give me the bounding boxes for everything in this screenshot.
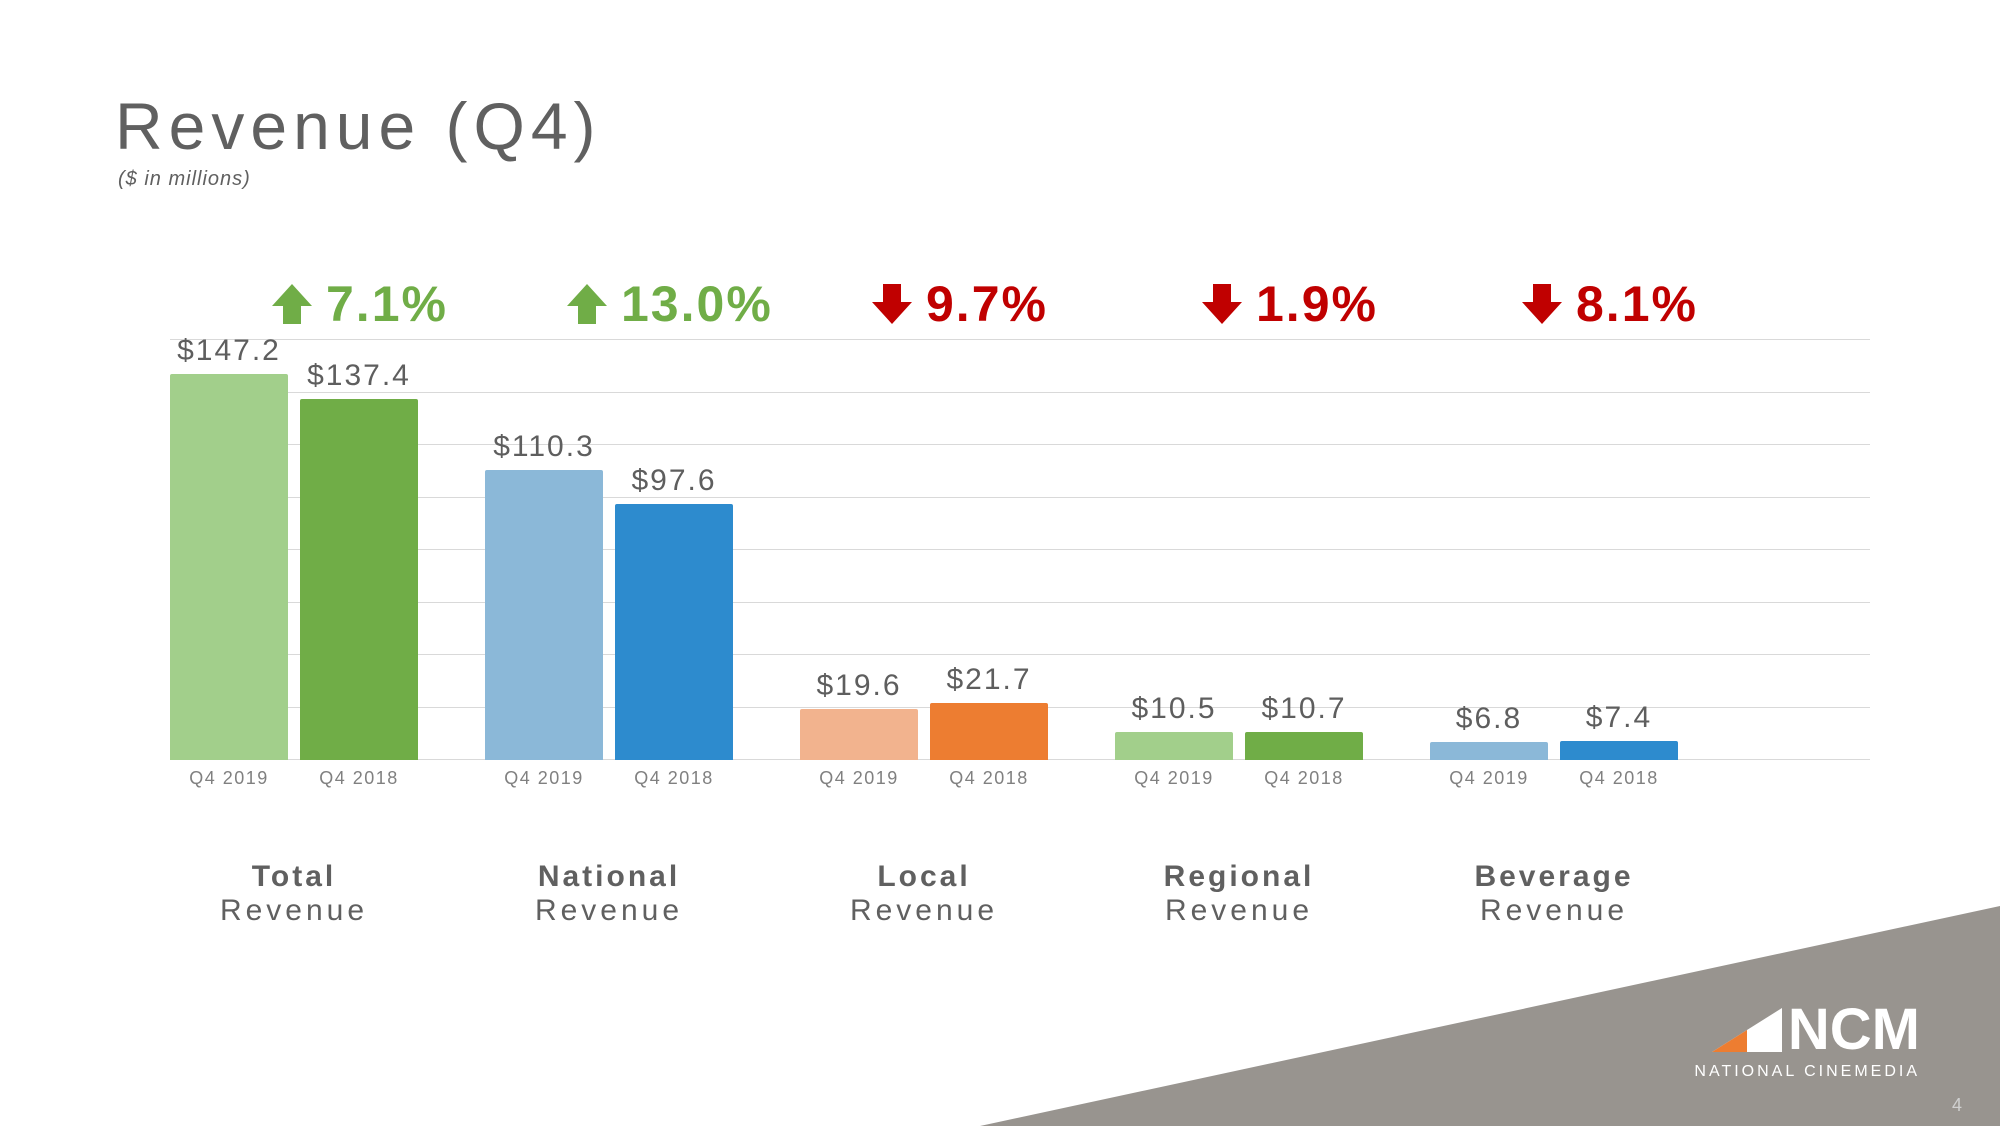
bar-period-label: Q4 2019 — [485, 760, 603, 789]
category-subtitle: Revenue — [1115, 894, 1363, 928]
ncm-logo: NCM NATIONAL CINEMEDIA — [1694, 996, 1920, 1081]
arrow-down-icon — [1520, 282, 1564, 326]
slide-title: Revenue (Q4) — [115, 88, 602, 164]
pct-change-local: 9.7% — [870, 275, 1048, 333]
bar-regional-0: $10.5Q4 2019 — [1115, 732, 1233, 760]
pct-change-beverage: 8.1% — [1520, 275, 1698, 333]
bar-total-0: $147.2Q4 2019 — [170, 374, 288, 760]
category-subtitle: Revenue — [800, 894, 1048, 928]
category-national: NationalRevenue — [485, 860, 733, 928]
category-title: National — [485, 860, 733, 894]
bar-total-1: $137.4Q4 2018 — [300, 399, 418, 760]
chart-bars: $147.2Q4 2019$137.4Q4 2018$110.3Q4 2019$… — [170, 340, 1870, 760]
bar-value-label: $7.4 — [1560, 701, 1678, 741]
bar-local-1: $21.7Q4 2018 — [930, 703, 1048, 760]
category-regional: RegionalRevenue — [1115, 860, 1363, 928]
bar-local-0: $19.6Q4 2019 — [800, 709, 918, 760]
bar-period-label: Q4 2019 — [800, 760, 918, 789]
pct-change-total: 7.1% — [270, 275, 448, 333]
bar-beverage-0: $6.8Q4 2019 — [1430, 742, 1548, 760]
pct-change-national: 13.0% — [565, 275, 773, 333]
bar-regional-1: $10.7Q4 2018 — [1245, 732, 1363, 760]
bar-period-label: Q4 2018 — [1560, 760, 1678, 789]
logo-row: NCM — [1712, 996, 1920, 1063]
logo-flag-icon — [1712, 1008, 1782, 1052]
category-subtitle: Revenue — [170, 894, 418, 928]
bar-value-label: $21.7 — [930, 663, 1048, 703]
bar-value-label: $97.6 — [615, 464, 733, 504]
category-total: TotalRevenue — [170, 860, 418, 928]
category-title: Total — [170, 860, 418, 894]
pct-change-regional: 1.9% — [1200, 275, 1378, 333]
bar-chart: $147.2Q4 2019$137.4Q4 2018$110.3Q4 2019$… — [170, 340, 1870, 760]
pct-value: 8.1% — [1576, 275, 1698, 333]
slide: Revenue (Q4) ($ in millions) 7.1% 13.0% 9.… — [0, 0, 2000, 1126]
bar-value-label: $6.8 — [1430, 702, 1548, 742]
category-title: Local — [800, 860, 1048, 894]
bar-value-label: $10.7 — [1245, 692, 1363, 732]
category-beverage: BeverageRevenue — [1430, 860, 1678, 928]
bar-period-label: Q4 2018 — [300, 760, 418, 789]
bar-period-label: Q4 2018 — [1245, 760, 1363, 789]
category-subtitle: Revenue — [485, 894, 733, 928]
pct-value: 9.7% — [926, 275, 1048, 333]
arrow-down-icon — [1200, 282, 1244, 326]
bar-value-label: $110.3 — [485, 430, 603, 470]
bar-national-0: $110.3Q4 2019 — [485, 470, 603, 760]
arrow-up-icon — [565, 282, 609, 326]
arrow-up-icon — [270, 282, 314, 326]
percent-change-row: 7.1% 13.0% 9.7% 1.9% 8.1% — [0, 275, 2000, 345]
bar-period-label: Q4 2019 — [1115, 760, 1233, 789]
logo-subtitle: NATIONAL CINEMEDIA — [1694, 1063, 1920, 1081]
arrow-down-icon — [870, 282, 914, 326]
bar-value-label: $10.5 — [1115, 692, 1233, 732]
category-subtitle: Revenue — [1430, 894, 1678, 928]
bar-period-label: Q4 2019 — [170, 760, 288, 789]
category-local: LocalRevenue — [800, 860, 1048, 928]
pct-value: 7.1% — [326, 275, 448, 333]
bar-period-label: Q4 2018 — [930, 760, 1048, 789]
pct-value: 1.9% — [1256, 275, 1378, 333]
bar-value-label: $137.4 — [300, 359, 418, 399]
bar-period-label: Q4 2019 — [1430, 760, 1548, 789]
slide-subtitle: ($ in millions) — [118, 168, 251, 191]
pct-value: 13.0% — [621, 275, 773, 333]
bar-value-label: $19.6 — [800, 669, 918, 709]
bar-value-label: $147.2 — [170, 334, 288, 374]
bar-national-1: $97.6Q4 2018 — [615, 504, 733, 760]
logo-text: NCM — [1788, 996, 1920, 1063]
category-title: Beverage — [1430, 860, 1678, 894]
category-title: Regional — [1115, 860, 1363, 894]
bar-beverage-1: $7.4Q4 2018 — [1560, 741, 1678, 760]
bar-period-label: Q4 2018 — [615, 760, 733, 789]
page-number: 4 — [1952, 1095, 1962, 1116]
